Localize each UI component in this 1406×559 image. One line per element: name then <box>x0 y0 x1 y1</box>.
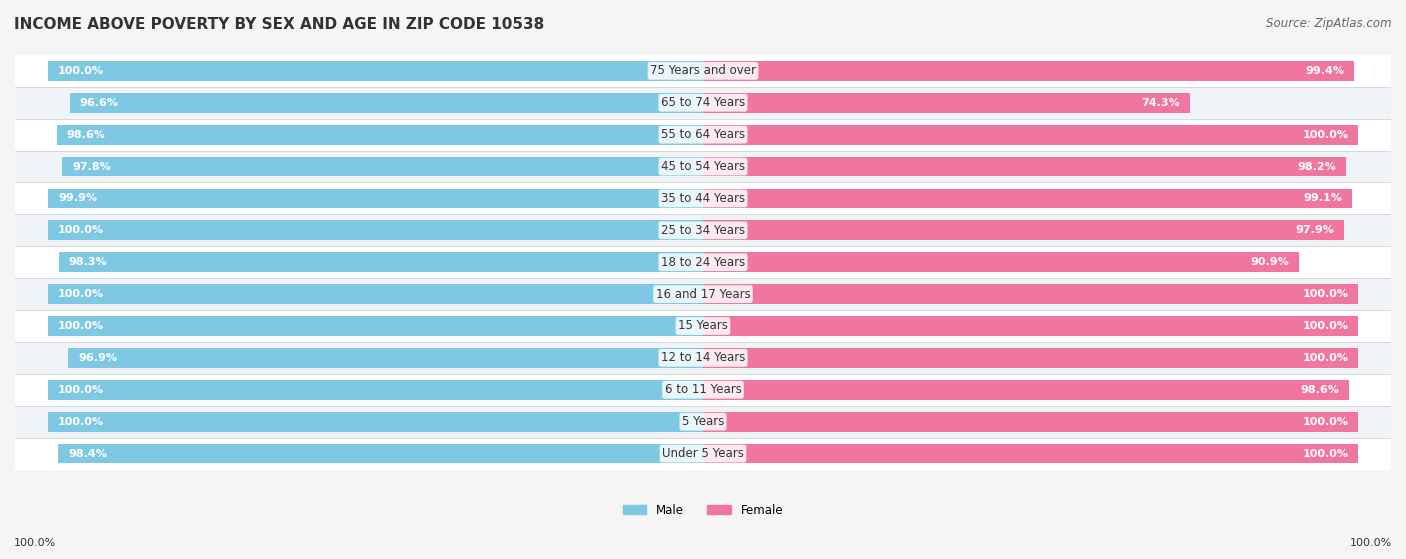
Text: 65 to 74 Years: 65 to 74 Years <box>661 96 745 109</box>
Bar <box>48 220 703 240</box>
Text: 18 to 24 Years: 18 to 24 Years <box>661 255 745 269</box>
Bar <box>703 157 1347 177</box>
Text: 12 to 14 Years: 12 to 14 Years <box>661 352 745 364</box>
Bar <box>15 87 1391 119</box>
Text: 90.9%: 90.9% <box>1250 257 1289 267</box>
Bar <box>59 252 703 272</box>
Text: 100.0%: 100.0% <box>1302 416 1348 427</box>
Legend: Male, Female: Male, Female <box>619 499 787 522</box>
Bar <box>703 380 1350 400</box>
Text: 99.4%: 99.4% <box>1306 66 1344 76</box>
Bar <box>703 316 1358 336</box>
Text: 99.9%: 99.9% <box>58 193 97 203</box>
Bar <box>48 316 703 336</box>
Bar <box>703 93 1189 113</box>
Bar <box>70 93 703 113</box>
Bar <box>15 150 1391 182</box>
Text: 100.0%: 100.0% <box>1302 353 1348 363</box>
Text: 98.4%: 98.4% <box>67 448 107 458</box>
Bar <box>15 182 1391 215</box>
Text: 99.1%: 99.1% <box>1303 193 1343 203</box>
Bar <box>703 412 1358 432</box>
Bar <box>703 220 1344 240</box>
Bar <box>703 284 1358 304</box>
Bar <box>15 342 1391 374</box>
Bar <box>48 284 703 304</box>
Bar <box>703 188 1353 209</box>
Bar <box>48 412 703 432</box>
Text: 25 to 34 Years: 25 to 34 Years <box>661 224 745 237</box>
Text: 100.0%: 100.0% <box>1302 130 1348 140</box>
Bar <box>56 125 703 145</box>
Text: 100.0%: 100.0% <box>1350 538 1392 548</box>
Text: 100.0%: 100.0% <box>58 385 104 395</box>
Bar <box>15 438 1391 470</box>
Bar <box>62 157 703 177</box>
Text: 15 Years: 15 Years <box>678 320 728 333</box>
Bar <box>15 55 1391 87</box>
Text: 100.0%: 100.0% <box>1302 448 1348 458</box>
Text: Source: ZipAtlas.com: Source: ZipAtlas.com <box>1267 17 1392 30</box>
Text: 98.6%: 98.6% <box>1301 385 1340 395</box>
Bar <box>48 188 703 209</box>
Text: 35 to 44 Years: 35 to 44 Years <box>661 192 745 205</box>
Text: 96.9%: 96.9% <box>77 353 117 363</box>
Bar <box>15 310 1391 342</box>
Bar <box>703 61 1354 80</box>
Bar <box>703 125 1358 145</box>
Bar <box>67 348 703 368</box>
Bar <box>15 406 1391 438</box>
Bar <box>48 380 703 400</box>
Bar <box>703 444 1358 463</box>
Text: 98.3%: 98.3% <box>69 257 107 267</box>
Text: 100.0%: 100.0% <box>14 538 56 548</box>
Text: 6 to 11 Years: 6 to 11 Years <box>665 383 741 396</box>
Text: 100.0%: 100.0% <box>1302 289 1348 299</box>
Text: 16 and 17 Years: 16 and 17 Years <box>655 288 751 301</box>
Bar <box>703 348 1358 368</box>
Bar <box>15 247 1391 278</box>
Text: 75 Years and over: 75 Years and over <box>650 64 756 77</box>
Text: 96.6%: 96.6% <box>80 98 120 108</box>
Text: 55 to 64 Years: 55 to 64 Years <box>661 128 745 141</box>
Bar <box>15 374 1391 406</box>
Text: 45 to 54 Years: 45 to 54 Years <box>661 160 745 173</box>
Bar <box>15 119 1391 150</box>
Text: 100.0%: 100.0% <box>58 321 104 331</box>
Text: 5 Years: 5 Years <box>682 415 724 428</box>
Text: 97.8%: 97.8% <box>72 162 111 172</box>
Text: 100.0%: 100.0% <box>58 66 104 76</box>
Bar <box>15 215 1391 247</box>
Text: Under 5 Years: Under 5 Years <box>662 447 744 460</box>
Text: 100.0%: 100.0% <box>58 225 104 235</box>
Text: 98.6%: 98.6% <box>66 130 105 140</box>
Bar <box>48 61 703 80</box>
Text: 100.0%: 100.0% <box>58 289 104 299</box>
Text: 100.0%: 100.0% <box>1302 321 1348 331</box>
Bar <box>58 444 703 463</box>
Text: 74.3%: 74.3% <box>1142 98 1180 108</box>
Bar <box>703 252 1299 272</box>
Text: 97.9%: 97.9% <box>1296 225 1334 235</box>
Text: INCOME ABOVE POVERTY BY SEX AND AGE IN ZIP CODE 10538: INCOME ABOVE POVERTY BY SEX AND AGE IN Z… <box>14 17 544 32</box>
Text: 98.2%: 98.2% <box>1298 162 1337 172</box>
Bar <box>15 278 1391 310</box>
Text: 100.0%: 100.0% <box>58 416 104 427</box>
